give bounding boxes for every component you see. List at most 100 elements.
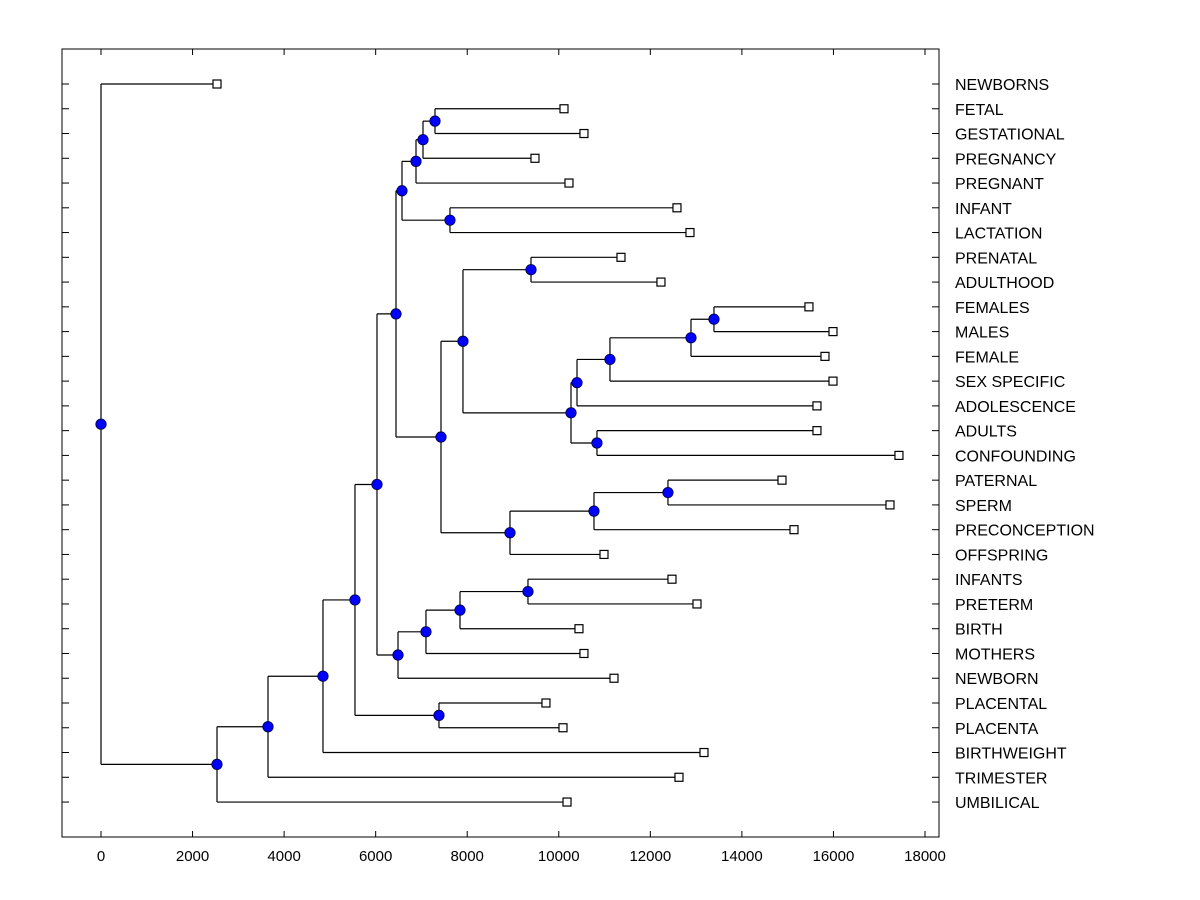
leaf-marker: [685, 227, 695, 238]
cluster-node: [371, 478, 383, 491]
cluster-node: [420, 626, 432, 638]
leaf-marker: [672, 203, 682, 213]
cluster-node: [504, 527, 516, 539]
cluster-node: [525, 264, 537, 276]
cluster-node: [317, 670, 329, 682]
cluster-node: [708, 313, 720, 325]
x-tick-label: 2000: [176, 848, 209, 865]
leaf-marker: [541, 698, 551, 708]
leaf-label: PLACENTAL: [955, 696, 1047, 713]
leaf-label: FEMALES: [955, 300, 1030, 317]
cluster-node: [417, 134, 429, 146]
cluster-node: [396, 185, 408, 197]
leaf-marker: [692, 599, 702, 609]
leaf-label: PRETERM: [955, 597, 1033, 614]
leaf-label: INFANTS: [955, 572, 1023, 589]
leaf-marker: [609, 673, 619, 683]
leaf-marker: [656, 277, 666, 287]
leaf-marker: [559, 104, 569, 114]
leaf-marker: [530, 153, 540, 163]
leaf-marker: [894, 450, 904, 460]
cluster-node: [604, 353, 616, 366]
leaf-label: PREGNANT: [955, 176, 1044, 193]
x-tick-label: 8000: [451, 848, 484, 865]
axis-ticks: [62, 49, 939, 837]
leaf-label: MALES: [955, 325, 1009, 342]
leaf-label: UMBILICAL: [955, 795, 1040, 812]
leaf-label: NEWBORN: [955, 671, 1039, 688]
leaf-label: OFFSPRING: [955, 547, 1048, 564]
leaf-marker: [699, 747, 709, 758]
leaf-marker: [777, 475, 787, 485]
leaf-marker: [579, 648, 589, 659]
leaf-label: PREGNANCY: [955, 151, 1057, 168]
leaf-label: FETAL: [955, 102, 1004, 119]
leaf-marker: [599, 549, 609, 560]
cluster-node: [571, 377, 583, 389]
cluster-node: [433, 709, 445, 721]
leaf-marker: [558, 723, 568, 733]
leaf-marker: [579, 128, 589, 139]
leaf-label: PATERNAL: [955, 473, 1037, 490]
leaf-label: BIRTH: [955, 622, 1003, 639]
cluster-node: [457, 335, 469, 347]
leaf-marker: [212, 79, 222, 89]
leaf-label: CONFOUNDING: [955, 448, 1076, 465]
cluster-node: [522, 585, 534, 598]
leaf-label: PRENATAL: [955, 250, 1037, 267]
cluster-node: [392, 649, 404, 661]
leaf-marker: [562, 797, 572, 807]
leaf-marker: [812, 401, 822, 411]
leaf-label: PLACENTA: [955, 721, 1039, 738]
leaf-label: GESTATIONAL: [955, 127, 1065, 144]
leaf-label: TRIMESTER: [955, 770, 1047, 787]
cluster-node: [588, 505, 600, 517]
x-tick-label: 18000: [904, 848, 946, 865]
leaf-label: NEWBORNS: [955, 77, 1049, 94]
plot-frame: [61, 48, 940, 838]
x-tick-label: 10000: [538, 848, 580, 865]
cluster-node: [662, 486, 674, 499]
x-tick-label: 12000: [629, 848, 671, 865]
node-markers: [95, 115, 720, 770]
dendrogram-links: [100, 83, 899, 803]
leaf-marker: [885, 500, 895, 510]
cluster-node: [95, 418, 107, 430]
cluster-node: [565, 407, 577, 419]
cluster-node: [410, 155, 422, 167]
cluster-node: [211, 758, 223, 770]
cluster-node: [435, 431, 447, 443]
leaf-label: PRECONCEPTION: [955, 523, 1095, 540]
leaf-labels: NEWBORNS FETAL GESTATIONAL PREGNANCY PREGNAN…: [955, 77, 1095, 812]
leaf-marker: [820, 351, 830, 361]
leaf-label: ADULTHOOD: [955, 275, 1054, 292]
leaf-marker: [564, 178, 574, 188]
leaf-label: SPERM: [955, 498, 1012, 515]
leaf-marker: [812, 426, 822, 436]
leaf-label: LACTATION: [955, 226, 1042, 243]
cluster-node: [685, 332, 697, 344]
x-tick-label: 4000: [267, 848, 300, 865]
leaf-marker: [674, 772, 684, 782]
cluster-node: [429, 115, 441, 127]
leaf-label: SEX SPECIFIC: [955, 374, 1065, 391]
cluster-node: [444, 214, 456, 226]
x-tick-label: 0: [97, 848, 105, 865]
leaf-label: ADULTS: [955, 424, 1017, 441]
leaf-marker: [667, 574, 677, 584]
cluster-node: [262, 721, 274, 733]
leaf-label: FEMALE: [955, 349, 1019, 366]
leaf-label: ADOLESCENCE: [955, 399, 1076, 416]
leaf-marker: [574, 624, 584, 634]
cluster-node: [454, 604, 466, 616]
leaf-label: MOTHERS: [955, 646, 1035, 663]
cluster-node: [591, 437, 603, 449]
leaf-markers: [212, 79, 904, 807]
leaf-marker: [828, 327, 838, 337]
leaf-marker: [616, 252, 626, 262]
x-tick-labels: 0 2000 4000 6000 8000 10000 12000 14000 16000 180…: [97, 848, 946, 865]
leaf-label: BIRTHWEIGHT: [955, 746, 1067, 763]
cluster-node: [390, 308, 402, 320]
leaf-marker: [804, 302, 814, 312]
